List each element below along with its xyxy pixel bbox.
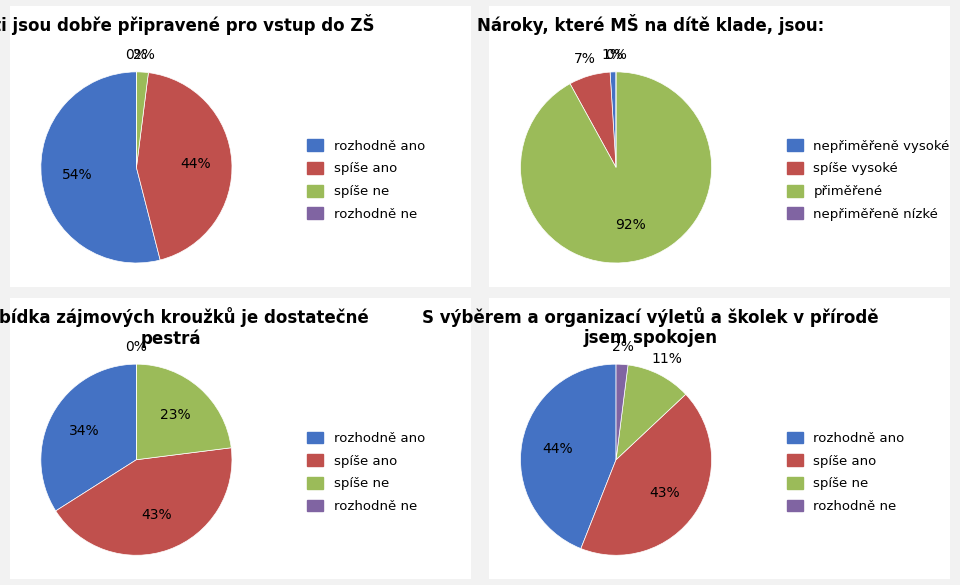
Text: Děti jsou dobře připravené pro vstup do ZŠ: Děti jsou dobře připravené pro vstup do … [0,14,374,35]
Text: Nároky, které MŠ na dítě klade, jsou:: Nároky, které MŠ na dítě klade, jsou: [477,14,825,35]
Legend: rozhodně ano, spíše ano, spíše ne, rozhodně ne: rozhodně ano, spíše ano, spíše ne, rozho… [302,134,430,226]
Legend: rozhodně ano, spíše ano, spíše ne, rozhodně ne: rozhodně ano, spíše ano, spíše ne, rozho… [302,426,430,518]
Text: S výběrem a organizací výletů a školek v přírodě
jsem spokojen: S výběrem a organizací výletů a školek v… [422,307,879,347]
Legend: rozhodně ano, spíše ano, spíše ne, rozhodně ne: rozhodně ano, spíše ano, spíše ne, rozho… [781,426,910,518]
Legend: nepřiměřeně vysoké, spíše vysoké, přiměřené, nepřiměřeně nízké: nepřiměřeně vysoké, spíše vysoké, přiměř… [781,134,955,226]
Text: Nabídka zájmových kroužků je dostatečné
pestrá: Nabídka zájmových kroužků je dostatečné … [0,307,369,348]
